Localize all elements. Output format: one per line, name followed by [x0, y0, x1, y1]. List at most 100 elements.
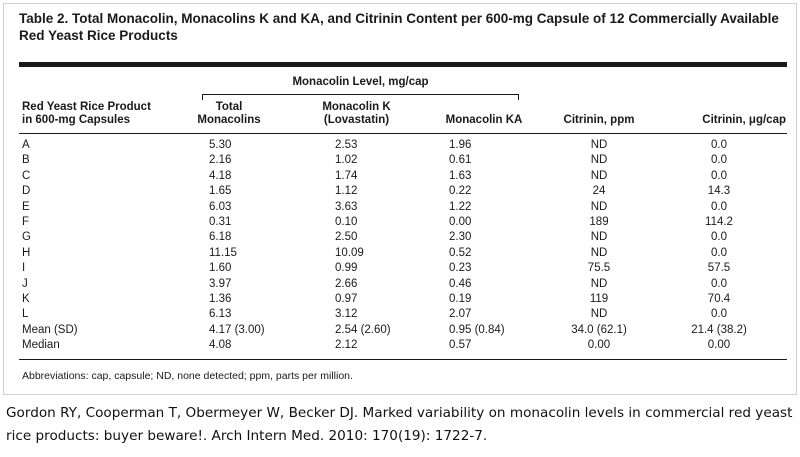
table-cell: 2.12: [335, 339, 358, 352]
table-row: B 2.16 1.02 0.61 ND 0.0: [4, 153, 798, 168]
table-cell: F: [22, 215, 30, 228]
table-row: I 1.60 0.99 0.23 75.5 57.5: [4, 261, 798, 276]
table-cell: B: [22, 154, 30, 167]
table-cell: 0.00: [587, 339, 611, 352]
table-body: A 5.30 2.53 1.96 ND 0.0 B 2.16 1.02 0.61 ND 0.0 C 4.1…: [4, 138, 798, 353]
table-cell: ND: [590, 169, 608, 182]
table-cell: Median: [22, 339, 60, 352]
table-cell: 0.10: [335, 215, 358, 228]
table-row: Median 4.08 2.12 0.57 0.00 0.00: [4, 338, 798, 353]
table-cell: 6.03: [209, 200, 232, 213]
table-cell: 5.30: [209, 139, 232, 151]
table-panel: Table 2. Total Monacolin, Monacolins K a…: [3, 3, 797, 395]
table-cell: 2.53: [335, 139, 358, 151]
table-cell: 57.5: [707, 262, 731, 275]
table-cell: 1.60: [209, 262, 232, 275]
table-cell: 119: [589, 292, 609, 305]
table-cell: 3.97: [209, 277, 232, 290]
table-row: K 1.36 0.97 0.19 119 70.4: [4, 292, 798, 307]
table-cell: C: [22, 169, 31, 182]
footnote: Abbreviations: cap, capsule; ND, none de…: [22, 370, 353, 382]
table-cell: 1.12: [335, 185, 358, 198]
table-cell: J: [22, 277, 28, 290]
table-cell: 3.63: [335, 200, 358, 213]
table-cell: 4.18: [209, 169, 232, 182]
table-cell: K: [22, 292, 30, 305]
table-cell: 70.4: [707, 292, 731, 305]
header-monacolin-ka: Monacolin KA: [445, 114, 523, 126]
table-cell: 2.07: [449, 308, 472, 321]
table-row: G 6.18 2.50 2.30 ND 0.0: [4, 230, 798, 245]
table-cell: 21.4 (38.2): [691, 323, 747, 336]
table-cell: H: [22, 246, 31, 259]
table-cell: 1.63: [449, 169, 472, 182]
table-cell: 0.0: [711, 277, 727, 290]
group-bracket: [202, 94, 519, 100]
table-cell: 0.22: [449, 185, 472, 198]
table-cell: 0.97: [335, 292, 358, 305]
table-cell: 75.5: [587, 262, 611, 275]
table-cell: 0.0: [711, 308, 727, 321]
header-total-monacolins: Total Monacolins: [197, 101, 261, 126]
table-row: E 6.03 3.63 1.22 ND 0.0: [4, 200, 798, 215]
table-cell: 2.54 (2.60): [335, 323, 391, 336]
table-cell: 114.2: [705, 215, 733, 228]
table-cell: 0.0: [711, 169, 727, 182]
bottom-rule: [19, 359, 787, 360]
table-row: A 5.30 2.53 1.96 ND 0.0: [4, 138, 798, 153]
table-cell: Mean (SD): [22, 323, 78, 336]
table-cell: 0.0: [711, 246, 727, 259]
table-cell: ND: [590, 277, 608, 290]
table-cell: 0.19: [449, 292, 472, 305]
table-cell: 0.00: [707, 339, 731, 352]
table-cell: 1.74: [335, 169, 358, 182]
top-rule: [19, 62, 787, 67]
table-row: H 11.15 10.09 0.52 ND 0.0: [4, 246, 798, 261]
table-cell: ND: [590, 308, 608, 321]
header-product: Red Yeast Rice Product in 600-mg Capsule…: [22, 101, 151, 126]
table-row: C 4.18 1.74 1.63 ND 0.0: [4, 169, 798, 184]
table-cell: 1.02: [335, 154, 358, 167]
table-cell: 1.65: [209, 185, 232, 198]
table-cell: 0.95 (0.84): [449, 323, 505, 336]
table-cell: 2.16: [209, 154, 232, 167]
table-cell: ND: [590, 139, 608, 151]
table-cell: ND: [590, 246, 608, 259]
group-header: Monacolin Level, mg/cap: [292, 76, 429, 88]
table-row: L 6.13 3.12 2.07 ND 0.0: [4, 307, 798, 322]
table-cell: 0.0: [711, 200, 727, 213]
table-cell: ND: [590, 154, 608, 167]
table-cell: ND: [590, 231, 608, 244]
table-cell: A: [22, 139, 30, 151]
table-cell: 0.99: [335, 262, 358, 275]
table-cell: 11.15: [209, 246, 237, 259]
table-cell: 1.36: [209, 292, 232, 305]
table-cell: G: [22, 231, 31, 244]
header-rule: [19, 133, 787, 134]
table-title: Table 2. Total Monacolin, Monacolins K a…: [19, 11, 779, 43]
table-cell: ND: [590, 200, 608, 213]
table-cell: 4.17 (3.00): [209, 323, 265, 336]
table-cell: I: [22, 262, 26, 275]
header-citrinin-ug: Citrinin, μg/cap: [702, 114, 786, 126]
table-cell: 1.22: [449, 200, 472, 213]
table-cell: D: [22, 185, 31, 198]
table-cell: 2.30: [449, 231, 472, 244]
table-cell: 0.0: [711, 139, 727, 151]
table-cell: 2.66: [335, 277, 358, 290]
table-cell: 14.3: [707, 185, 731, 198]
table-cell: 10.09: [335, 246, 364, 259]
table-cell: 2.50: [335, 231, 358, 244]
table-cell: 6.18: [209, 231, 232, 244]
table-cell: 0.0: [711, 231, 727, 244]
table-row: Mean (SD) 4.17 (3.00) 2.54 (2.60) 0.95 (0.8…: [4, 323, 798, 338]
header-citrinin-ppm: Citrinin, ppm: [563, 114, 635, 126]
table-cell: 189: [589, 215, 609, 228]
table-cell: 0.31: [209, 215, 232, 228]
table-cell: E: [22, 200, 30, 213]
table-cell: 1.96: [449, 139, 472, 151]
citation: Gordon RY, Cooperman T, Obermeyer W, Bec…: [6, 405, 793, 444]
table-cell: 3.12: [335, 308, 358, 321]
table-cell: 4.08: [209, 339, 232, 352]
table-cell: 0.57: [449, 339, 472, 352]
